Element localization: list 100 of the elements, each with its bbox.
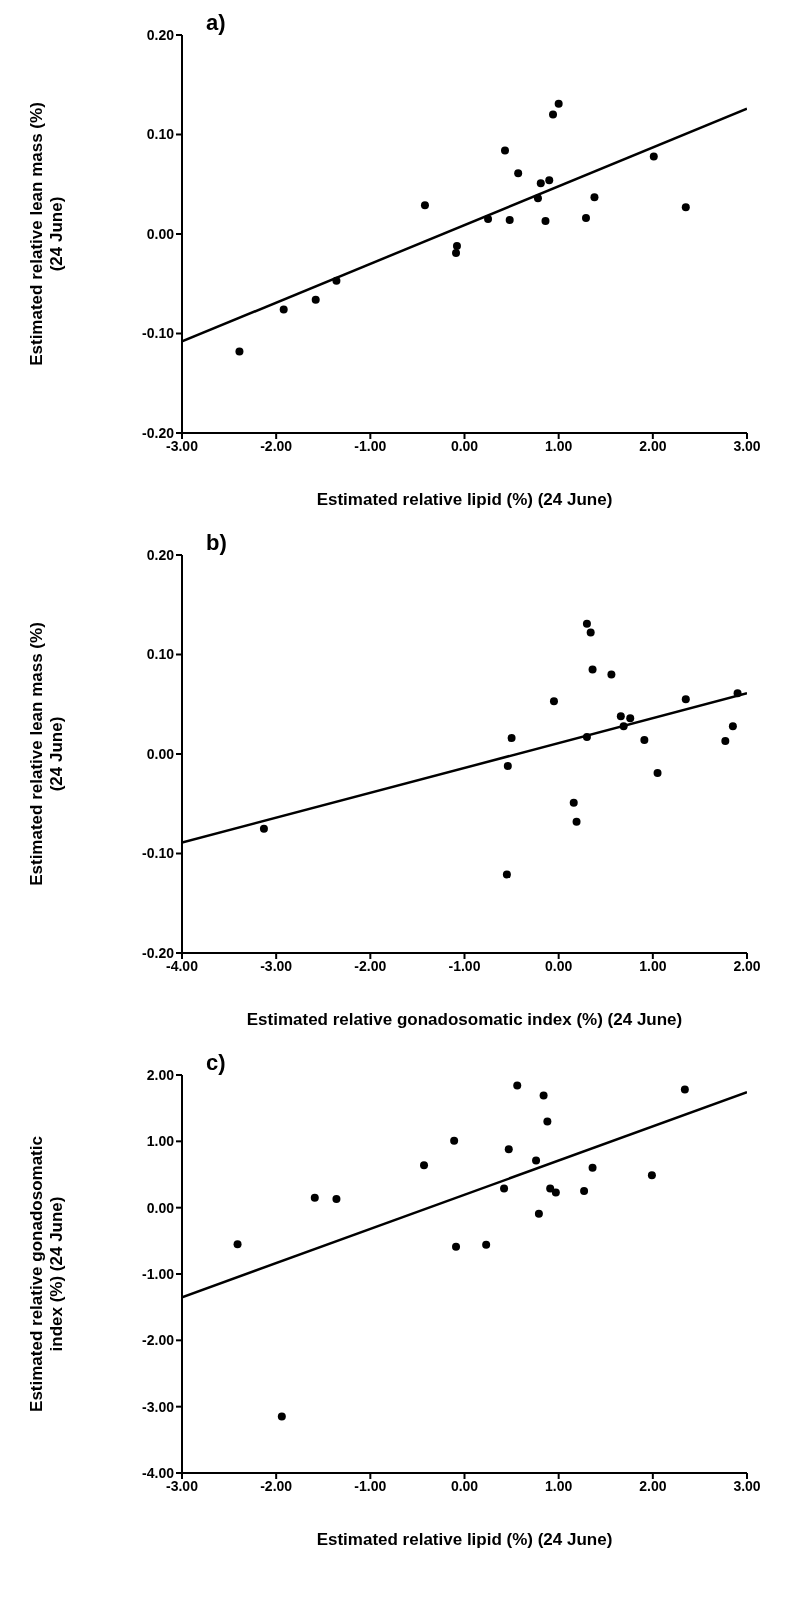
x-tick-label: -2.00 bbox=[354, 957, 387, 974]
point bbox=[545, 176, 554, 185]
point bbox=[569, 798, 578, 807]
point bbox=[452, 248, 461, 257]
point bbox=[680, 1085, 689, 1094]
point bbox=[504, 1145, 513, 1154]
y-tick-label: 0.00 bbox=[146, 1199, 175, 1216]
point bbox=[514, 169, 523, 178]
point bbox=[259, 824, 268, 833]
chart-title: b) bbox=[206, 530, 227, 556]
x-tick-label: 1.00 bbox=[545, 437, 573, 454]
x-tick-label: 2.00 bbox=[639, 437, 667, 454]
x-axis-title: Estimated relative lipid (%) (24 June) bbox=[316, 490, 613, 509]
x-axis-title: Estimated relative gonadosomatic index (%) (24 June) bbox=[246, 1010, 683, 1029]
x-tick-label: -1.00 bbox=[354, 437, 387, 454]
point bbox=[590, 193, 599, 202]
y-tick-label: -0.10 bbox=[142, 845, 175, 862]
point bbox=[235, 347, 244, 356]
y-tick-label: 0.00 bbox=[146, 225, 175, 242]
point bbox=[539, 1091, 548, 1100]
point bbox=[549, 110, 558, 119]
point bbox=[551, 1188, 560, 1197]
point bbox=[513, 1081, 522, 1090]
y-tick-label: -2.00 bbox=[142, 1332, 175, 1349]
point bbox=[233, 1240, 242, 1249]
point bbox=[507, 734, 516, 743]
point bbox=[626, 714, 635, 723]
point bbox=[588, 665, 597, 674]
point bbox=[420, 201, 429, 210]
point bbox=[580, 1187, 589, 1196]
point bbox=[452, 241, 461, 250]
point bbox=[541, 217, 550, 226]
point bbox=[279, 305, 288, 314]
y-tick-label: 0.10 bbox=[146, 126, 175, 143]
point bbox=[619, 722, 628, 731]
point bbox=[728, 722, 737, 731]
point bbox=[588, 1163, 597, 1172]
y-tick-label: 2.00 bbox=[146, 1066, 175, 1083]
y-axis-title: Estimated relative lean mass (%) (24 June) bbox=[27, 102, 66, 366]
x-tick-label: -2.00 bbox=[260, 1477, 293, 1494]
point bbox=[533, 194, 542, 203]
point bbox=[554, 99, 563, 108]
point bbox=[582, 619, 591, 628]
x-tick-label: 2.00 bbox=[733, 957, 761, 974]
y-tick-label: 0.20 bbox=[146, 26, 175, 43]
point bbox=[607, 670, 616, 679]
point bbox=[311, 295, 320, 304]
point bbox=[616, 712, 625, 721]
point bbox=[586, 628, 595, 637]
point bbox=[543, 1117, 552, 1126]
x-tick-label: -3.00 bbox=[260, 957, 293, 974]
point bbox=[532, 1156, 541, 1165]
chart-title: a) bbox=[206, 10, 226, 36]
point bbox=[332, 1195, 341, 1204]
point bbox=[500, 1184, 509, 1193]
point bbox=[582, 733, 591, 742]
point bbox=[681, 203, 690, 212]
x-tick-label: 2.00 bbox=[639, 1477, 667, 1494]
point bbox=[420, 1161, 429, 1170]
x-axis-title: Estimated relative lipid (%) (24 June) bbox=[316, 1530, 613, 1549]
point bbox=[549, 697, 558, 706]
point bbox=[277, 1412, 286, 1421]
x-tick-label: 1.00 bbox=[545, 1477, 573, 1494]
point bbox=[450, 1136, 459, 1145]
point bbox=[310, 1193, 319, 1202]
point bbox=[733, 689, 742, 698]
point bbox=[332, 276, 341, 285]
y-tick-label: 0.10 bbox=[146, 646, 175, 663]
x-tick-label: -2.00 bbox=[260, 437, 293, 454]
x-tick-label: -1.00 bbox=[354, 1477, 387, 1494]
y-tick-label: 0.20 bbox=[146, 546, 175, 563]
y-tick-label: 0.00 bbox=[146, 745, 175, 762]
x-tick-label: 1.00 bbox=[639, 957, 667, 974]
point bbox=[649, 152, 658, 161]
point bbox=[500, 146, 509, 155]
y-tick-label: -1.00 bbox=[142, 1265, 175, 1282]
point bbox=[581, 214, 590, 223]
y-tick-label: -0.10 bbox=[142, 325, 175, 342]
x-tick-label: 0.00 bbox=[450, 1477, 479, 1494]
point bbox=[505, 216, 514, 225]
y-tick-label: -3.00 bbox=[142, 1398, 175, 1415]
y-axis-title: Estimated relative gonadosomatic index (%) (24 June) bbox=[27, 1136, 66, 1412]
point bbox=[721, 737, 730, 746]
point bbox=[534, 1209, 543, 1218]
x-tick-label: 3.00 bbox=[733, 1477, 761, 1494]
point bbox=[572, 817, 581, 826]
chart-title: c) bbox=[206, 1050, 226, 1076]
point bbox=[640, 736, 649, 745]
point bbox=[546, 1184, 555, 1193]
point bbox=[653, 768, 662, 777]
x-tick-label: -1.00 bbox=[448, 957, 481, 974]
point bbox=[647, 1171, 656, 1180]
point bbox=[484, 215, 493, 224]
point bbox=[503, 761, 512, 770]
x-tick-label: 3.00 bbox=[733, 437, 761, 454]
x-tick-label: 0.00 bbox=[545, 957, 573, 974]
point bbox=[681, 695, 690, 704]
point bbox=[502, 870, 511, 879]
point bbox=[452, 1242, 461, 1251]
y-tick-label: 1.00 bbox=[146, 1133, 175, 1150]
